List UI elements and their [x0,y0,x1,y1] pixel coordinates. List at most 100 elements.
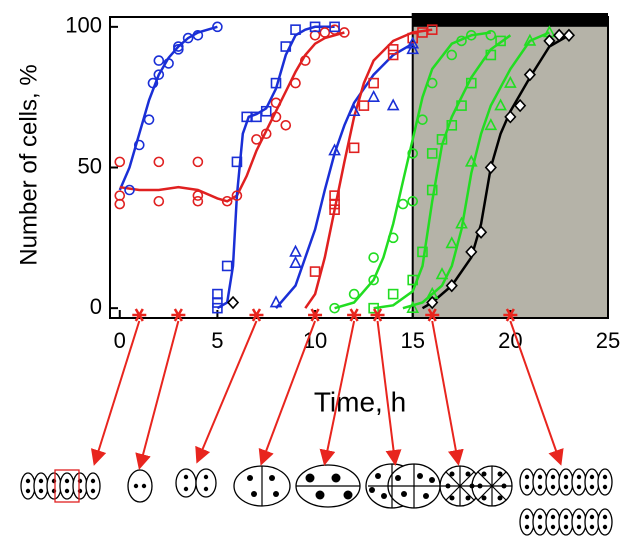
nucleus [590,485,594,489]
cell [520,469,534,495]
data-point [291,246,301,256]
x-tick-label: 5 [211,328,223,353]
data-point [154,157,163,166]
nucleus [482,472,487,477]
nucleus [142,484,146,488]
nucleus [603,475,607,479]
x-tick-label: 15 [400,328,424,353]
nucleus [91,489,95,493]
nucleus [381,493,387,499]
cell [73,473,87,499]
cell-diagrams [21,464,612,535]
data-point [350,143,359,152]
data-point [193,191,202,200]
nucleus [603,515,607,519]
time-mark [171,309,185,321]
nucleus [564,475,568,479]
chart: Number of cells, % Time, h 0501000510152… [0,0,622,546]
cell [533,469,547,495]
nucleus [204,487,208,491]
y-tick-label: 50 [78,153,102,178]
fit-curve [217,27,334,308]
arrow [262,321,315,462]
nucleus [269,475,275,481]
nucleus [65,489,69,493]
nucleus [551,485,555,489]
nucleus [251,491,257,497]
time-mark [347,309,361,321]
nucleus [395,475,401,481]
cell [60,473,74,499]
x-tick-label: 0 [114,328,126,353]
nucleus [450,472,455,477]
nucleus [466,496,471,501]
cell [86,473,100,499]
cell [585,469,599,495]
nucleus [538,515,542,519]
nucleus [502,484,507,489]
arrow [198,321,256,460]
data-point [291,258,301,268]
nucleus [204,475,208,479]
data-point [398,200,407,209]
data-point [389,290,398,299]
data-point [359,101,368,110]
nucleus [498,472,503,477]
nucleus [39,489,43,493]
nucleus [590,475,594,479]
nucleus [478,484,483,489]
nucleus [538,525,542,529]
nucleus [525,485,529,489]
cell [21,473,35,499]
fit-curve [120,27,218,190]
y-axis-label: Number of cells, % [15,64,42,265]
nucleus [375,473,381,479]
nucleus [525,515,529,519]
nucleus [26,489,30,493]
nucleus [26,479,30,483]
nucleus [316,491,325,500]
data-point [281,121,290,130]
data-point [145,115,154,124]
cell [176,469,196,497]
data-point [252,135,261,144]
nucleus [551,475,555,479]
nucleus [401,491,407,497]
x-tick-label: 25 [596,328,620,353]
y-tick-label: 100 [65,13,102,38]
data-point [193,157,202,166]
nucleus [423,493,429,499]
data-point [228,297,238,308]
nucleus [184,487,188,491]
data-point [388,100,398,110]
nucleus [551,525,555,529]
nucleus [538,475,542,479]
nucleus [577,515,581,519]
cell [34,473,48,499]
data-point [154,56,163,65]
arrow [432,321,458,462]
nucleus [525,475,529,479]
dark-bar [413,13,608,27]
data-point [350,290,359,299]
y-tick-label: 0 [90,294,102,319]
nucleus [417,473,423,479]
cell [546,509,560,535]
nucleus [306,474,315,483]
nucleus [369,487,375,493]
cell [128,470,152,502]
cell [196,469,216,497]
nucleus [446,484,451,489]
cell [520,509,534,535]
nucleus [577,485,581,489]
nucleus [184,475,188,479]
data-point [369,92,379,102]
nucleus [344,491,353,500]
nucleus [603,485,607,489]
cell [559,509,573,535]
nucleus [590,525,594,529]
nucleus [450,496,455,501]
nucleus [564,525,568,529]
x-tick-label: 10 [303,328,327,353]
nucleus [577,525,581,529]
